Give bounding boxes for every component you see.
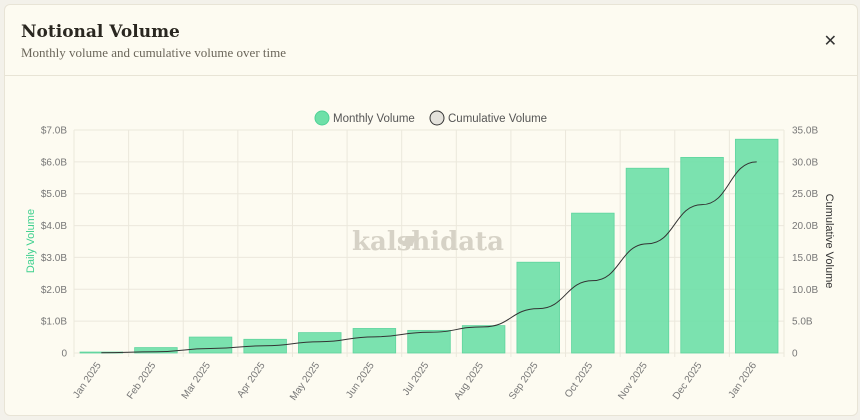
x-tick-label: Feb 2025 [125,360,158,401]
y2-tick-label: 35.0B [792,126,818,137]
y-tick-label: $5.0B [41,189,67,200]
bar-dec-2025 [680,156,724,354]
x-tick-label: Jan 2025 [71,360,104,400]
y2-tick-label: 25.0B [792,189,818,200]
y2-tick-label: 20.0B [792,221,818,232]
x-tick-label: May 2025 [288,360,322,403]
bar-oct-2025 [571,212,615,354]
watermark-logo-icon [402,236,417,246]
close-icon[interactable]: ✕ [823,33,837,50]
y2-tick-label: 30.0B [792,157,818,168]
y2-tick-label: 10.0B [792,285,818,296]
y2-tick-label: 15.0B [792,253,818,264]
x-tick-label: Nov 2025 [616,360,650,402]
y-tick-label: 0 [61,349,67,360]
bar-sep-2025 [516,261,560,354]
x-tick-label: Sep 2025 [507,360,541,402]
bar-mar-2025 [188,336,233,354]
bar-aug-2025 [461,325,506,354]
chart-subtitle: Monthly volume and cumulative volume ove… [21,45,287,60]
legend-monthly-volume: Monthly Volume [333,113,415,125]
y-axis-title: Daily Volume [25,209,37,273]
y-tick-label: $2.0B [41,285,67,296]
card-header: Notional Volume Monthly volume and cumul… [5,5,857,76]
bar-jun-2025 [352,328,397,354]
bar-jul-2025 [407,329,451,354]
y2-axis-title: Cumulative Volume [823,194,835,289]
legend-monthly-volume-icon [314,110,330,126]
legend-cumulative-volume-icon [429,110,445,126]
x-tick-label: Mar 2025 [180,360,213,401]
x-tick-label: Jun 2025 [344,360,377,400]
x-tick-label: Dec 2025 [671,360,705,402]
y-tick-label: $7.0B [41,126,67,137]
x-tick-label: Jul 2025 [401,360,432,398]
bar-nov-2025 [625,167,670,354]
y2-tick-label: 0 [792,349,798,360]
legend-cumulative-volume: Cumulative Volume [448,113,547,125]
x-tick-label: Apr 2025 [235,360,268,400]
y-tick-label: $3.0B [41,253,67,264]
x-tick-label: Jan 2026 [727,360,760,400]
x-tick-label: Oct 2025 [563,360,596,400]
watermark: kalshidata [352,227,504,257]
x-tick-label: Aug 2025 [452,360,486,402]
chart-title: Notional Volume [21,22,180,42]
y-tick-label: $4.0B [41,221,67,232]
y-tick-label: $1.0B [41,317,67,328]
cumulative-volume-line [101,161,757,354]
y2-tick-label: 5.0B [792,317,813,328]
y-tick-label: $6.0B [41,157,67,168]
bar-jan-2026 [734,138,779,354]
